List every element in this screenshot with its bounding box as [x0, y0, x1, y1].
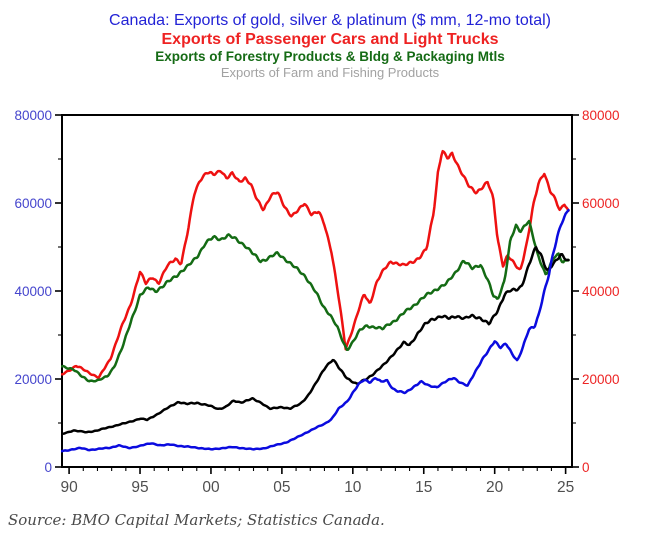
series-passenger-cars-light-trucks — [61, 149, 570, 380]
source-note: Source: BMO Capital Markets; Statistics … — [8, 511, 385, 529]
svg-text:40000: 40000 — [582, 284, 620, 299]
svg-text:40000: 40000 — [14, 284, 52, 299]
svg-text:10: 10 — [344, 479, 362, 496]
svg-text:05: 05 — [273, 479, 290, 496]
svg-text:20000: 20000 — [14, 372, 52, 387]
chart-title-line-1: Canada: Exports of gold, silver & platin… — [109, 12, 551, 29]
x-axis: 90 95 00 05 10 15 20 25 — [60, 467, 574, 496]
series-gold-silver-platinum — [61, 208, 570, 453]
svg-text:60000: 60000 — [582, 196, 620, 211]
svg-text:0: 0 — [44, 460, 52, 475]
svg-text:20000: 20000 — [582, 372, 620, 387]
svg-text:90: 90 — [60, 479, 78, 496]
svg-text:20: 20 — [486, 479, 504, 496]
chart-title-line-3: Exports of Forestry Products & Bldg & Pa… — [155, 49, 505, 64]
chart-title-block: Canada: Exports of gold, silver & platin… — [0, 11, 660, 80]
chart-title-line-2: Exports of Passenger Cars and Light Truc… — [161, 31, 499, 48]
svg-text:15: 15 — [415, 479, 432, 496]
svg-text:25: 25 — [557, 479, 574, 496]
svg-text:95: 95 — [131, 479, 148, 496]
svg-text:80000: 80000 — [582, 108, 620, 123]
y-axis-right: 0 20000 40000 60000 80000 — [572, 108, 620, 475]
series-farm-fishing — [61, 246, 570, 435]
series-forestry-bldg-packaging — [61, 219, 570, 383]
svg-text:0: 0 — [582, 460, 590, 475]
svg-text:80000: 80000 — [14, 108, 52, 123]
svg-text:00: 00 — [202, 479, 220, 496]
y-axis-left: 0 20000 40000 60000 80000 — [14, 108, 62, 475]
svg-text:60000: 60000 — [14, 196, 52, 211]
plot-frame — [61, 114, 573, 468]
chart-title-line-4: Exports of Farm and Fishing Products — [220, 65, 440, 80]
